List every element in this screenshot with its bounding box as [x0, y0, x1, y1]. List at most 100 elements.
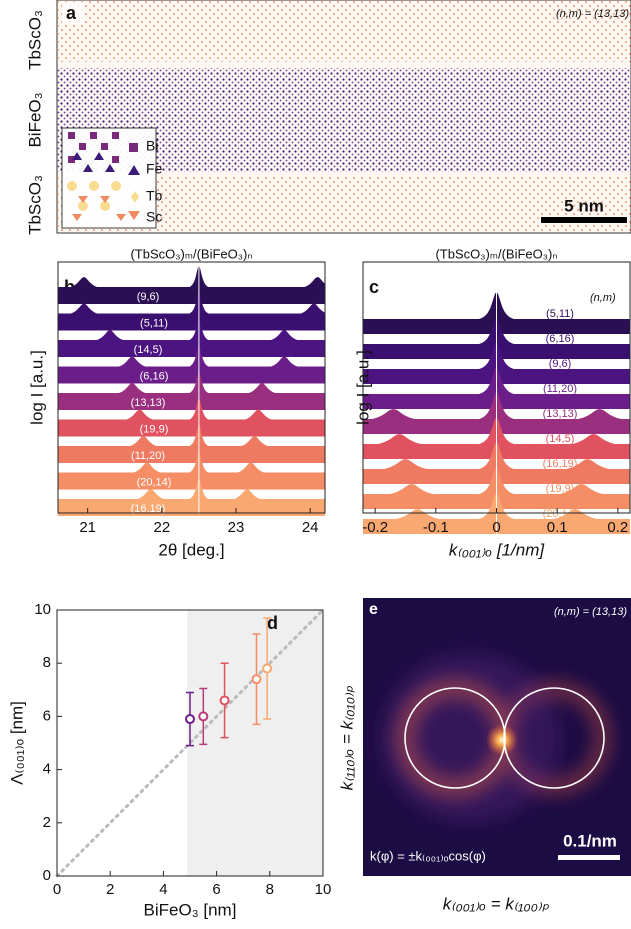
- model-circle: [503, 687, 605, 789]
- legend-label: Tb: [146, 188, 163, 204]
- x-tick-label: 0: [492, 519, 500, 536]
- layer-label: TbScO₃: [25, 175, 44, 235]
- scale-bar: [558, 855, 620, 860]
- annotation: (n,m) = (13,13): [554, 606, 627, 618]
- spectrum: [58, 451, 325, 490]
- series-label: (11,20): [543, 383, 577, 395]
- label-bg: [62, 2, 84, 24]
- x-tick-label: 24: [302, 519, 319, 536]
- peak: [517, 459, 630, 473]
- layer-pattern: [57, 0, 631, 62]
- peak: [274, 277, 325, 291]
- series-label: (6,16): [546, 333, 575, 345]
- y-axis-label: log I [a.u.]: [27, 350, 46, 425]
- peak: [271, 303, 325, 318]
- spectrum-base: [58, 340, 325, 357]
- peak: [211, 436, 298, 450]
- peak: [363, 484, 482, 498]
- x-tick-label: 2: [106, 881, 114, 898]
- legend-label: Bi: [146, 138, 158, 154]
- peak: [241, 356, 325, 371]
- x-tick-label: 0: [53, 881, 61, 898]
- layer-label: BiFeO₃: [25, 92, 44, 147]
- peak: [529, 409, 630, 423]
- spectrum-base: [58, 419, 325, 437]
- spectrum: [58, 292, 325, 331]
- y-tick-label: 8: [43, 654, 51, 671]
- x-tick-label: -0.2: [362, 519, 388, 536]
- y-tick-label: 4: [43, 761, 51, 778]
- peak: [363, 434, 470, 448]
- peak: [363, 509, 488, 523]
- point: [198, 711, 209, 722]
- x-tick-label: 8: [266, 881, 274, 898]
- axes-frame: [57, 261, 326, 514]
- axes-frame: [56, 609, 324, 877]
- annotation: (n,m) = (13,13): [556, 8, 629, 20]
- spectrum-base: [58, 366, 325, 384]
- series-label: (6,16): [140, 370, 169, 382]
- legend-label: Sc: [146, 209, 162, 225]
- y-tick-label: 6: [43, 707, 51, 724]
- series-label: (5,11): [546, 308, 574, 320]
- legend-label: Fe: [146, 161, 163, 177]
- y-axis-label: log I [a.u.]: [353, 350, 372, 425]
- peak: [204, 489, 290, 503]
- panel-label: d: [267, 613, 278, 633]
- peak: [58, 303, 127, 318]
- x-tick-label: 21: [79, 519, 96, 536]
- series-label: (9,6): [549, 358, 572, 370]
- scale-label: 0.1/nm: [563, 831, 617, 850]
- peak: [108, 489, 194, 503]
- point: [185, 714, 195, 725]
- y-tick-label: 2: [43, 814, 51, 831]
- peak: [89, 383, 175, 397]
- peak: [100, 436, 186, 450]
- series-label: (19,9): [546, 483, 575, 495]
- panel-label: c: [369, 277, 379, 297]
- point: [251, 674, 262, 685]
- x-tick-label: 0.2: [607, 519, 628, 536]
- series-label: (16,19): [543, 458, 578, 470]
- x-axis-label: BiFeO₃ [nm]: [144, 900, 237, 919]
- spectrum-base: [58, 446, 325, 463]
- spectrum-base: [58, 393, 325, 410]
- x-axis-label: k₍₀₀₁₎ₒ = k₍₁₀₀₎ₚ: [443, 894, 550, 913]
- spectrum-base: [58, 287, 325, 304]
- spectrum: [58, 478, 325, 516]
- x-tick-label: 4: [159, 881, 167, 898]
- series-label: (20,14): [543, 508, 578, 520]
- peak: [219, 383, 305, 397]
- spectrum-base: [58, 472, 325, 490]
- formula: k(φ) = ±k₍₀₀₁₎ₒcos(φ): [370, 848, 486, 863]
- peak: [241, 330, 325, 344]
- chart-title: (TbScO₃)ₘ/(BiFeO₃)ₙ: [435, 246, 557, 261]
- series-label: (16,19): [131, 503, 166, 515]
- legend-box: [61, 127, 157, 229]
- x-axis-label: k₍₀₀₁₎ₒ [1/nm]: [449, 540, 545, 559]
- x-tick-label: 22: [153, 519, 170, 536]
- panel-label: e: [369, 601, 378, 618]
- shaded-region: [187, 610, 323, 876]
- panel-label: a: [66, 3, 77, 23]
- peak: [505, 509, 630, 523]
- layer-label: TbScO₃: [25, 10, 44, 70]
- legend-title: (n,m): [590, 292, 616, 304]
- series-label: (14,5): [546, 433, 575, 445]
- peak: [208, 462, 294, 477]
- series-label: (9,6): [137, 291, 160, 303]
- spectrum-base: [58, 499, 325, 516]
- peak: [511, 484, 630, 498]
- series-label: (11,20): [131, 450, 165, 462]
- legend-atoms: [67, 132, 140, 221]
- peak: [363, 459, 476, 473]
- peak: [58, 277, 127, 291]
- scale-bar: [541, 217, 627, 223]
- peak: [67, 330, 153, 344]
- series-label: (14,5): [134, 344, 163, 356]
- x-tick-label: 6: [212, 881, 220, 898]
- spectrum-base: [58, 313, 325, 331]
- x-tick-label: 0.1: [547, 519, 568, 536]
- point: [262, 663, 273, 674]
- series-label: (20,14): [137, 476, 172, 488]
